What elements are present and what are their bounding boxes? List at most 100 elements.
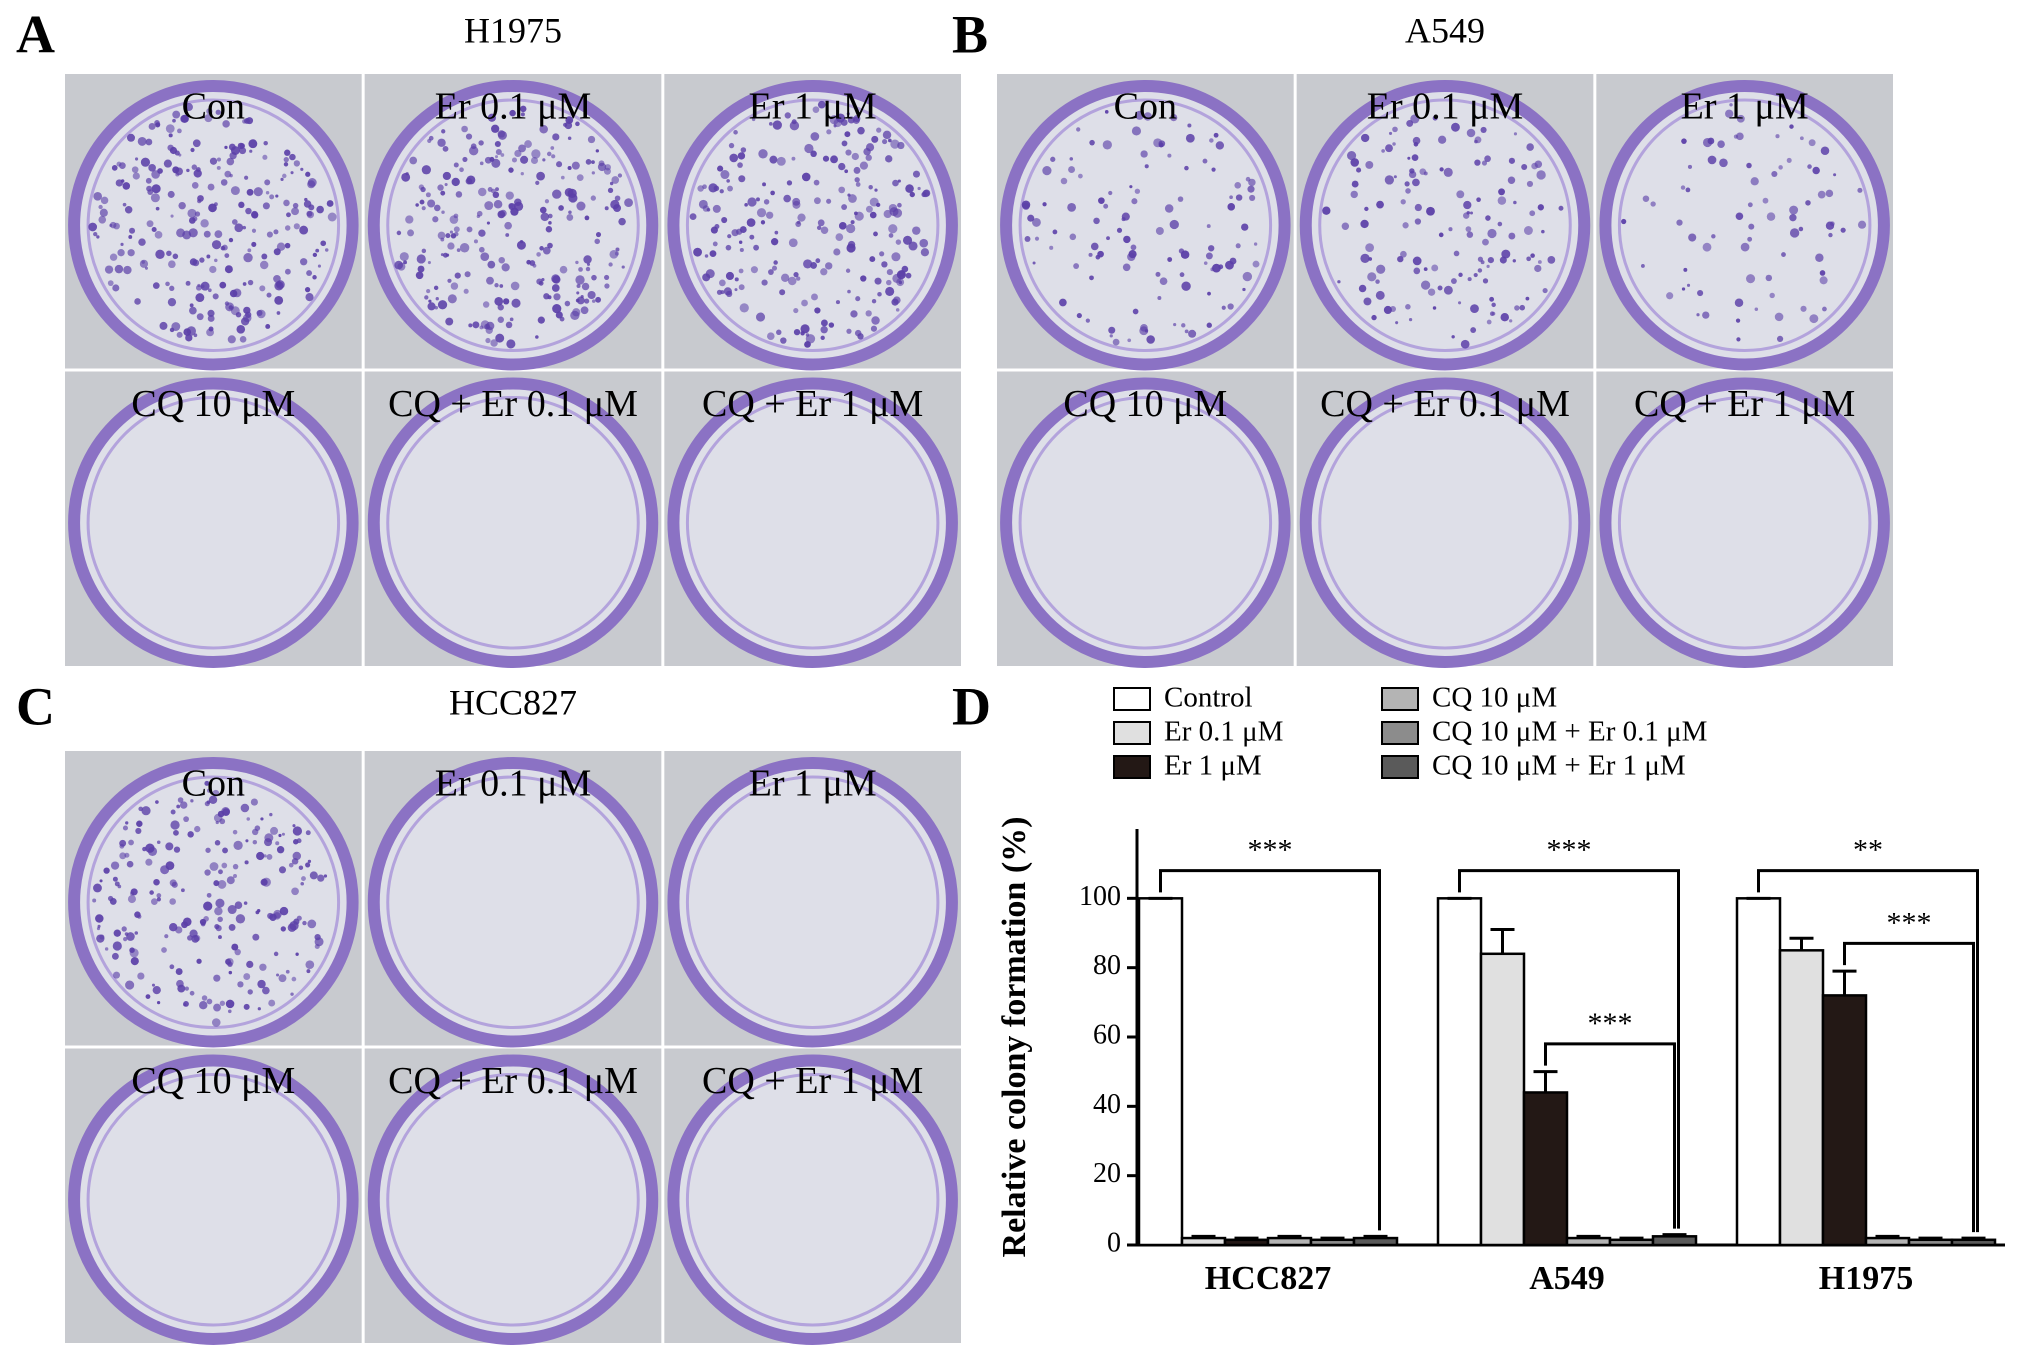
colony [1798,226,1804,232]
colony [112,876,118,882]
colony [224,265,233,274]
colony [771,265,778,271]
panel-letter: A [16,4,55,64]
colony [165,842,174,851]
colony [562,122,568,127]
colony [1438,135,1447,144]
colony [238,147,247,155]
colony [1252,260,1260,268]
colony [266,292,272,298]
colony [157,168,163,174]
colony [1676,219,1683,226]
colony [1426,206,1435,216]
colony [1164,204,1174,213]
colony [178,201,186,210]
colony [1789,228,1800,238]
colony [1393,175,1397,179]
colony [1067,202,1077,212]
colony [200,219,209,228]
colony [536,252,541,257]
colony [169,285,175,291]
colony [137,972,145,980]
colony [1177,196,1184,202]
colony [1027,214,1035,222]
colony [813,179,820,186]
colony [575,121,580,127]
colony [567,119,571,123]
colony [1360,219,1369,229]
colony [303,200,312,208]
colony [1134,188,1141,194]
bar [1223,1238,1270,1247]
colony [227,905,237,915]
colony [204,114,213,123]
colony [437,300,448,310]
colony [427,138,432,143]
colony [576,296,585,305]
well-label: CQ 10 μM [131,383,295,425]
colony [1400,250,1407,258]
colony [737,152,746,160]
colony [604,206,609,211]
colony [214,840,221,846]
colony [120,242,124,246]
colony [176,979,184,988]
colony [575,260,579,265]
colony [879,251,885,257]
colony [226,876,235,885]
colony [1407,156,1411,160]
colony [1453,250,1460,257]
dish [1299,80,1591,371]
colony [498,256,505,264]
colony [820,319,828,327]
well-label: CQ + Er 1 μM [702,1060,923,1102]
colony [181,921,188,929]
colony [552,189,562,199]
colony [1482,238,1489,246]
colony [865,143,875,152]
dish [1599,377,1890,668]
colony [1131,198,1138,205]
colony [125,821,129,825]
colony [126,133,136,142]
colony [1458,272,1463,278]
colony [567,136,572,141]
colony [566,214,574,221]
colony [247,989,253,995]
dish [1599,80,1890,371]
colony [206,328,214,337]
colony [199,918,207,926]
colony [1179,272,1185,278]
colony [233,840,243,851]
colony [1642,195,1650,202]
colony [1384,175,1395,185]
significance-bracket [1757,869,1979,1233]
colony [144,266,148,270]
colony [891,252,901,262]
error-bar [1918,1236,1943,1240]
colony [276,242,286,251]
colony [1711,234,1716,239]
colony [830,155,838,164]
colony [1235,243,1241,249]
colony [1213,132,1219,138]
colony [1507,176,1516,184]
colony [128,839,134,846]
colony [257,979,266,989]
bar [1651,1235,1698,1247]
well-photo: CQ + Er 1 μM [664,371,961,668]
colony [713,185,720,192]
colony [520,105,527,113]
colony [485,321,495,331]
colony [578,267,583,272]
colony [273,229,279,235]
colony [264,833,274,843]
colony [245,207,252,215]
colony [300,258,308,266]
error-bar [1662,1233,1687,1237]
colony [838,221,847,230]
significance-label: *** [1248,833,1293,866]
colony [491,158,501,168]
colony [739,247,744,253]
colony [508,167,514,173]
